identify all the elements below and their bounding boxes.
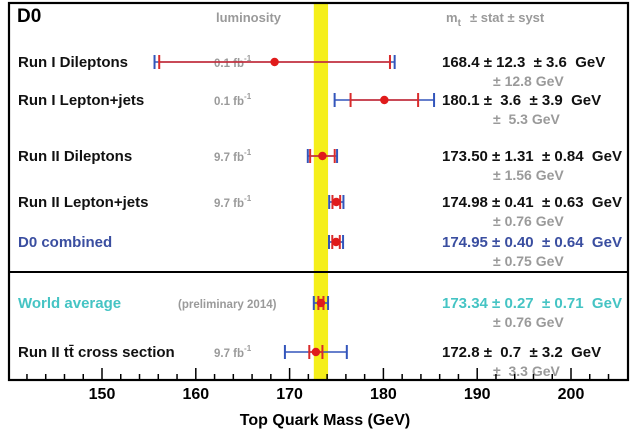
measurement-luminosity: 9.7 fb-1 [214, 148, 252, 164]
measurement-label: Run II Lepton+jets [18, 194, 148, 211]
x-tick-label: 200 [558, 386, 585, 403]
luminosity-exponent: -1 [244, 148, 252, 157]
stat-uncertainty: ± 0.41 [488, 194, 534, 211]
measurement-point [311, 347, 321, 357]
measurement-row: D0 combined 174.95 ± 0.40 ± 0.64 GeV ± 0.7… [18, 234, 622, 269]
mass-symbol: m [446, 10, 458, 25]
total-uncertainty-text: ± 0.76 GeV [493, 314, 564, 330]
x-tick-label: 190 [464, 386, 491, 403]
stat-uncertainty: ± 0.40 [488, 234, 534, 251]
mass-subscript: t [458, 18, 462, 29]
measurement-point [332, 197, 341, 207]
measurement-row: Run II Dileptons 9.7 fb-1 173.50 ± 1.31 ± … [18, 148, 622, 183]
central-value: 174.95 [442, 234, 488, 251]
measurement-point [270, 57, 279, 67]
total-uncertainty-text: ± 0.75 GeV [493, 253, 564, 269]
central-value: 168.4 [442, 54, 480, 71]
x-tick-label: 150 [89, 386, 116, 403]
measurement-label: World average [18, 295, 121, 312]
unit: GeV [563, 92, 601, 109]
central-value: 173.34 [442, 295, 489, 312]
central-value: 172.8 [442, 344, 480, 361]
unit: GeV [563, 344, 601, 361]
luminosity-value: 0.1 fb [214, 58, 244, 70]
measurement-row: Run II tt̄ cross section 9.7 fb-1 172.8 ± … [18, 344, 601, 379]
measurement-value-text: 180.1 ± 3.6 ± 3.9 GeV [442, 92, 601, 109]
x-axis-label: Top Quark Mass (GeV) [240, 412, 410, 429]
measurement-value-text: 168.4 ± 12.3 ± 3.6 GeV [442, 54, 605, 71]
world-average-band [313, 3, 329, 380]
measurement-row: Run I Dileptons 0.1 fb-1 168.4 ± 12.3 ± 3.… [18, 54, 605, 89]
measurement-value-text: 172.8 ± 0.7 ± 3.2 GeV [442, 344, 601, 361]
measurement-luminosity: 0.1 fb-1 [214, 54, 252, 70]
measurement-value-text: 174.98 ± 0.41 ± 0.63 GeV [442, 194, 622, 211]
measurement-row: World average (preliminary 2014) 173.34 ± … [18, 295, 622, 330]
x-tick-label: 180 [370, 386, 397, 403]
central-value: 174.98 [442, 194, 488, 211]
measurement-label: D0 combined [18, 234, 112, 251]
total-uncertainty-text: ± 1.56 GeV [493, 167, 564, 183]
total-uncertainty-text: ± 3.3 GeV [493, 363, 560, 379]
luminosity-exponent: -1 [244, 344, 252, 353]
unit: GeV [584, 194, 622, 211]
unit: GeV [584, 148, 622, 165]
plot-frame [7, 1, 630, 382]
stat-uncertainty: ± 1.31 [488, 148, 534, 165]
measurement-point [331, 237, 341, 247]
luminosity-value: 9.7 fb [214, 348, 244, 360]
unit: GeV [584, 295, 622, 312]
luminosity-header: luminosity [216, 10, 282, 25]
luminosity-exponent: -1 [244, 54, 252, 63]
measurement-luminosity: 9.7 fb-1 [214, 194, 252, 210]
chart-title: D0 [17, 6, 41, 27]
measurement-value-text: 173.50 ± 1.31 ± 0.84 GeV [442, 148, 622, 165]
measurement-luminosity: 0.1 fb-1 [214, 92, 252, 108]
measurement-label: Run I Dileptons [18, 54, 128, 71]
luminosity-exponent: -1 [244, 92, 252, 101]
measurement-label: Run II Dileptons [18, 148, 132, 165]
total-uncertainty-text: ± 0.76 GeV [493, 213, 564, 229]
total-uncertainty-text: ± 12.8 GeV [493, 73, 564, 89]
syst-uncertainty: ± 3.9 [521, 92, 563, 109]
luminosity-value: 9.7 fb [214, 152, 244, 164]
uncertainty-header: ± stat ± syst [470, 10, 545, 25]
x-tick-label: 160 [182, 386, 209, 403]
measurement-value-text: 173.34 ± 0.27 ± 0.71 GeV [442, 295, 622, 312]
central-value: 173.50 [442, 148, 488, 165]
measurement-row: Run II Lepton+jets 9.7 fb-1 174.98 ± 0.41 … [18, 194, 622, 229]
central-value: 180.1 [442, 92, 480, 109]
total-uncertainty-text: ± 5.3 GeV [493, 111, 560, 127]
syst-uncertainty: ± 0.64 [534, 234, 585, 251]
syst-uncertainty: ± 3.6 [525, 54, 567, 71]
stat-uncertainty: ± 0.27 [488, 295, 534, 312]
measurement-luminosity: (preliminary 2014) [178, 299, 277, 311]
syst-uncertainty: ± 0.84 [534, 148, 585, 165]
luminosity-exponent: -1 [244, 194, 252, 203]
measurement-label: Run II tt̄ cross section [18, 344, 175, 361]
luminosity-value: 0.1 fb [214, 96, 244, 108]
unit: GeV [567, 54, 605, 71]
measurement-point [316, 298, 326, 308]
measurement-row: Run I Lepton+jets 0.1 fb-1 180.1 ± 3.6 ± 3… [18, 92, 601, 127]
mass-header: mt [446, 10, 462, 29]
x-tick-label: 170 [276, 386, 303, 403]
stat-uncertainty: ± 12.3 [480, 54, 526, 71]
measurement-label: Run I Lepton+jets [18, 92, 144, 109]
luminosity-value: 9.7 fb [214, 198, 244, 210]
measurement-point [380, 95, 389, 105]
syst-uncertainty: ± 3.2 [521, 344, 563, 361]
unit: GeV [584, 234, 622, 251]
syst-uncertainty: ± 0.63 [534, 194, 584, 211]
syst-uncertainty: ± 0.71 [534, 295, 584, 312]
stat-uncertainty: ± 0.7 [480, 344, 522, 361]
measurement-point [318, 151, 327, 161]
stat-uncertainty: ± 3.6 [480, 92, 522, 109]
measurement-luminosity: 9.7 fb-1 [214, 344, 252, 360]
measurement-value-text: 174.95 ± 0.40 ± 0.64 GeV [442, 234, 622, 251]
luminosity-value: (preliminary 2014) [178, 299, 277, 311]
